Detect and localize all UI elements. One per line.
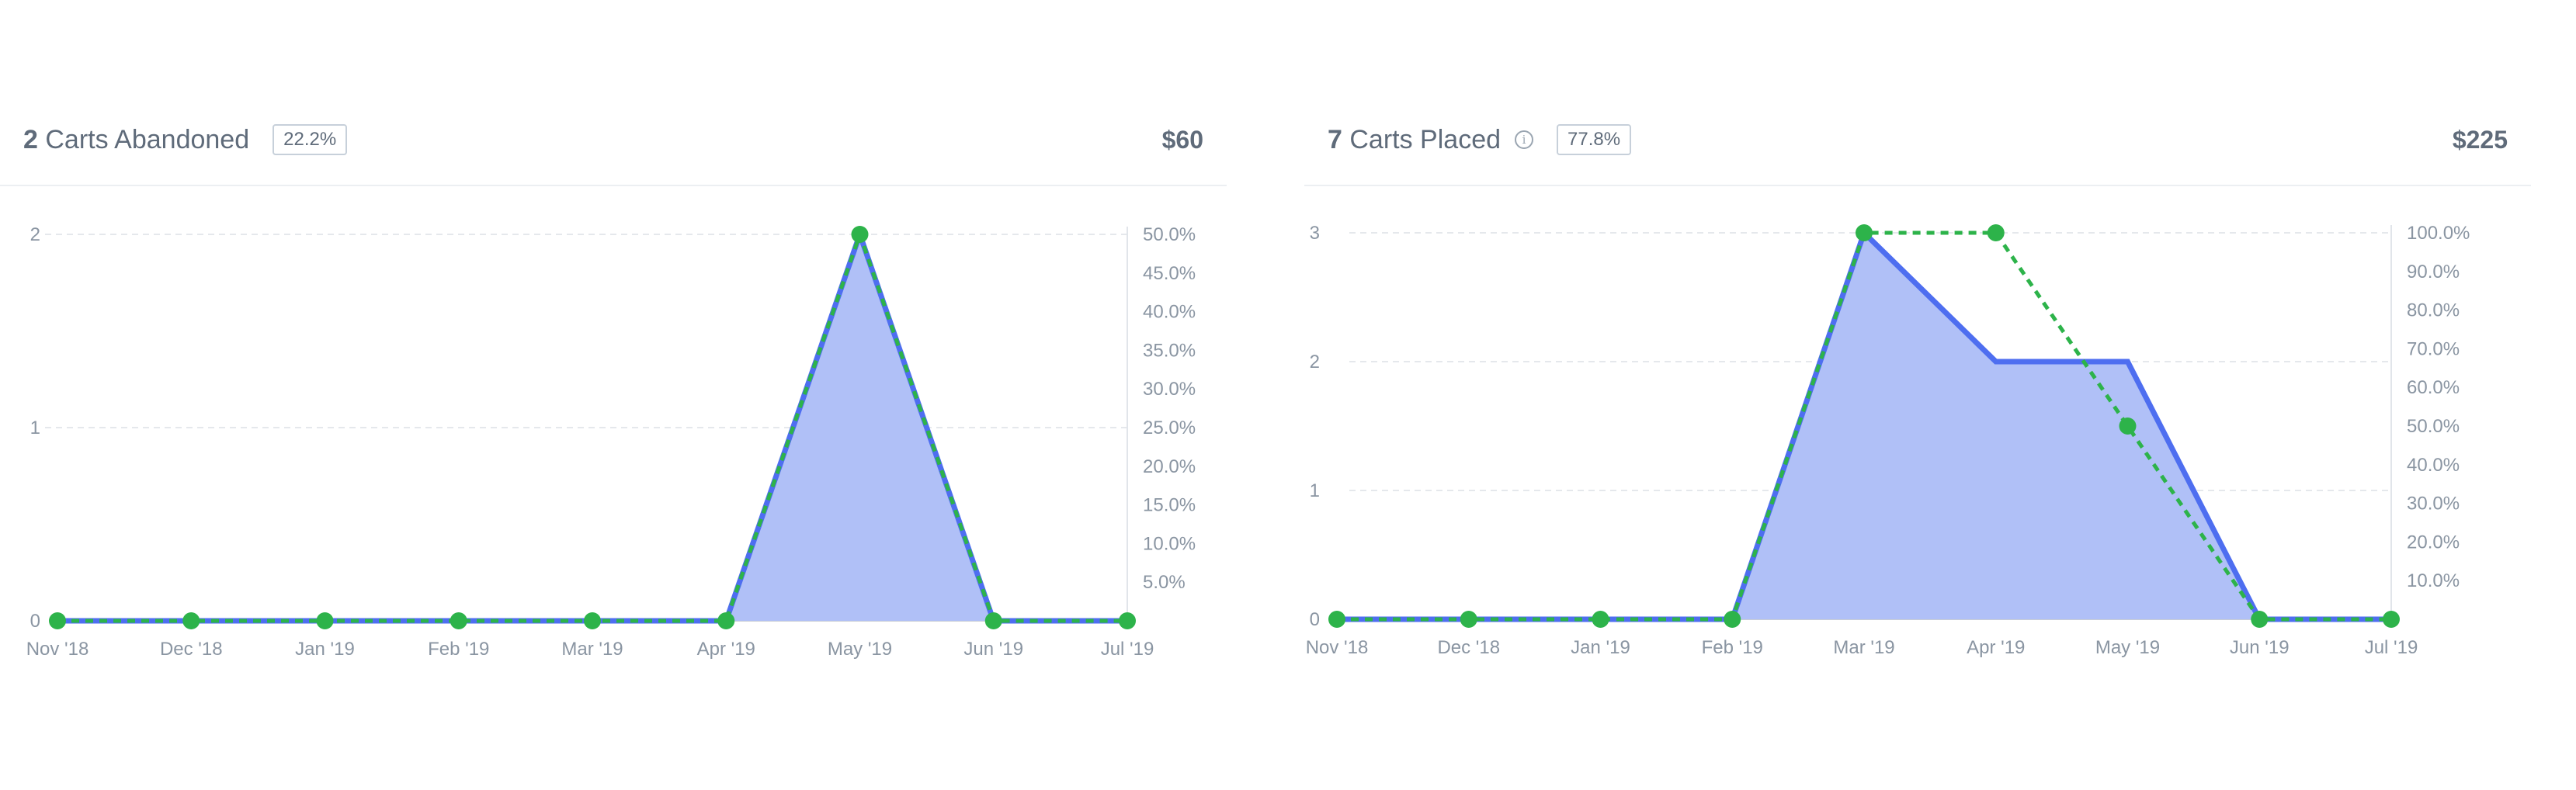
x-tick-label: Apr '19: [697, 639, 755, 660]
x-tick-label: May '19: [828, 639, 892, 660]
carts-abandoned-amount: $60: [1161, 125, 1203, 154]
x-tick-label: Jan '19: [295, 639, 355, 660]
y2-tick-label: 70.0%: [2407, 338, 2460, 359]
y2-tick-label: 100.0%: [2407, 223, 2470, 244]
y2-tick-label: 45.0%: [1143, 263, 1196, 284]
data-point: [49, 612, 66, 629]
y2-tick-label: 35.0%: [1143, 340, 1196, 361]
y-tick-label: 3: [1310, 223, 1320, 244]
data-point: [584, 612, 601, 629]
y2-tick-label: 25.0%: [1143, 418, 1196, 438]
data-point: [1724, 611, 1741, 628]
x-tick-label: Nov '18: [26, 639, 89, 660]
area-fill: [57, 234, 1127, 621]
x-tick-label: May '19: [2095, 637, 2160, 658]
data-point: [1328, 611, 1345, 628]
carts-placed-header: 7 Carts Placed i 77.8% $225: [1328, 116, 2508, 163]
y-tick-label: 1: [1310, 480, 1320, 501]
data-point: [984, 612, 1002, 629]
panel-divider: [0, 185, 1227, 186]
data-point: [2383, 611, 2400, 628]
y2-tick-label: 5.0%: [1143, 572, 1186, 593]
x-tick-label: Nov '18: [1306, 637, 1369, 658]
y2-tick-label: 30.0%: [1143, 379, 1196, 400]
y2-tick-label: 20.0%: [2407, 532, 2460, 553]
y2-tick-label: 20.0%: [1143, 456, 1196, 477]
x-tick-label: Jun '19: [963, 639, 1023, 660]
x-tick-label: Dec '18: [160, 639, 223, 660]
y2-tick-label: 40.0%: [1143, 302, 1196, 323]
data-point: [1987, 224, 2005, 241]
y2-tick-label: 10.0%: [2407, 570, 2460, 591]
carts-abandoned-title: 2 Carts Abandoned: [23, 125, 249, 155]
data-point: [1119, 612, 1136, 629]
y2-tick-label: 40.0%: [2407, 455, 2460, 476]
carts-abandoned-header: 2 Carts Abandoned 22.2% $60: [23, 116, 1203, 163]
y2-tick-label: 50.0%: [1143, 224, 1196, 245]
carts-abandoned-percent-badge: 22.2%: [273, 124, 348, 155]
data-point: [1460, 611, 1477, 628]
y2-tick-label: 60.0%: [2407, 377, 2460, 398]
y2-tick-label: 15.0%: [1143, 495, 1196, 516]
y-tick-label: 2: [1310, 352, 1320, 372]
y2-tick-label: 50.0%: [2407, 416, 2460, 437]
data-point: [316, 612, 334, 629]
carts-abandoned-title-text: Carts Abandoned: [45, 124, 250, 154]
x-tick-label: Jun '19: [2230, 637, 2290, 658]
y-tick-label: 2: [30, 224, 40, 245]
y2-tick-label: 30.0%: [2407, 494, 2460, 515]
data-point: [2251, 611, 2269, 628]
data-point: [717, 612, 735, 629]
x-tick-label: Apr '19: [1967, 637, 2025, 658]
y-tick-label: 1: [30, 418, 40, 438]
carts-placed-count: 7: [1328, 124, 1342, 154]
x-tick-label: Mar '19: [1833, 637, 1894, 658]
y-tick-label: 0: [1310, 609, 1320, 630]
x-tick-label: Jul '19: [1101, 639, 1154, 660]
y2-tick-label: 80.0%: [2407, 300, 2460, 321]
data-point: [1592, 611, 1609, 628]
y-tick-label: 0: [30, 611, 40, 632]
carts-placed-title: 7 Carts Placed: [1328, 125, 1501, 155]
data-point: [1856, 224, 1873, 241]
data-point: [2119, 418, 2137, 435]
carts-placed-chart: 0 1 2 3 10.0% 20.0% 30.0% 40.0% 50.0% 60.0% 70.0% 8…: [1306, 223, 2470, 658]
carts-abandoned-chart: 0125.0%10.0%15.0%20.0%25.0%30.0%35.0%40.…: [26, 224, 1196, 660]
y2-tick-label: 90.0%: [2407, 262, 2460, 282]
y2-tick-label: 10.0%: [1143, 533, 1196, 554]
x-tick-label: Jul '19: [2365, 637, 2418, 658]
carts-placed-panel: 7 Carts Placed i 77.8% $225 0 1 2 3 10.0% 20.…: [1304, 0, 2531, 790]
carts-placed-title-text: Carts Placed: [1349, 124, 1502, 154]
data-point: [851, 226, 869, 243]
area-fill: [1337, 233, 2391, 619]
carts-placed-percent-badge: 77.8%: [1557, 124, 1632, 155]
carts-abandoned-panel: 2 Carts Abandoned 22.2% $60 0 1 2 5.0% 10.0%…: [0, 0, 1227, 790]
x-tick-label: Jan '19: [1571, 637, 1630, 658]
data-point: [182, 612, 200, 629]
x-tick-label: Mar '19: [561, 639, 623, 660]
panel-divider: [1304, 185, 2531, 186]
info-icon[interactable]: i: [1515, 130, 1534, 149]
carts-placed-amount: $225: [2452, 125, 2508, 154]
x-tick-label: Feb '19: [428, 639, 489, 660]
x-tick-label: Dec '18: [1437, 637, 1500, 658]
carts-abandoned-count: 2: [23, 124, 38, 154]
x-tick-label: Feb '19: [1702, 637, 1763, 658]
data-point: [450, 612, 467, 629]
